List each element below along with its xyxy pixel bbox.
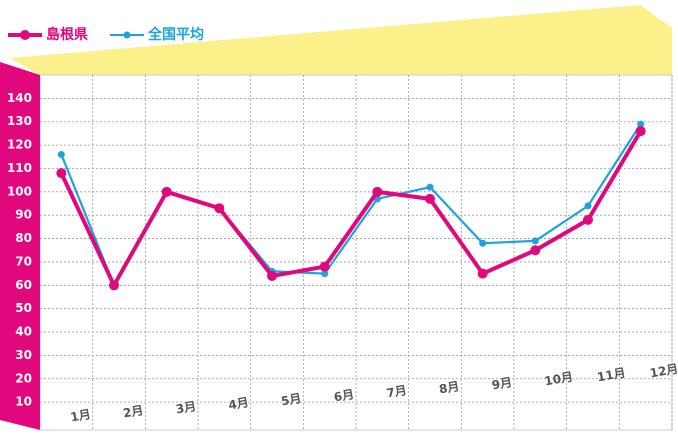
data-point: [319, 261, 330, 272]
legend-label: 島根県: [46, 26, 88, 43]
y-tick-label: 20: [15, 371, 32, 385]
x-tick-label: 1月: [69, 407, 91, 424]
x-tick-label: 4月: [227, 395, 249, 412]
x-tick-label: 6月: [333, 387, 355, 404]
x-tick-label: 10月: [543, 370, 574, 389]
y-tick-label: 10: [15, 395, 32, 409]
data-point: [530, 245, 541, 256]
data-point: [584, 202, 592, 210]
y-tick-label: 60: [15, 278, 32, 292]
data-point: [479, 239, 487, 247]
x-tick-label: 5月: [280, 391, 302, 408]
x-tick-label: 8月: [438, 379, 460, 396]
data-point: [583, 214, 593, 225]
y-axis-bar: [0, 62, 40, 430]
data-point: [635, 126, 646, 137]
y-tick-label: 110: [7, 161, 32, 175]
x-tick-label: 3月: [175, 399, 197, 416]
y-tick-label: 140: [7, 91, 32, 105]
series-line: [59, 130, 643, 288]
data-point: [57, 150, 65, 158]
y-tick-label: 40: [15, 325, 32, 339]
data-point: [321, 270, 329, 278]
data-point: [477, 268, 488, 279]
legend-label: 全国平均: [147, 26, 204, 43]
data-point: [426, 183, 434, 191]
legend-dot: [20, 30, 30, 40]
y-tick-label: 30: [15, 348, 32, 362]
x-tick-label: 9月: [491, 375, 513, 392]
y-tick-label: 120: [7, 138, 32, 152]
x-tick-label: 11月: [596, 366, 627, 385]
y-tick-label: 50: [15, 301, 32, 315]
y-tick-label: 70: [15, 254, 32, 268]
data-point: [56, 168, 67, 179]
data-point: [425, 193, 435, 204]
y-tick-label: 90: [15, 208, 32, 222]
y-tick-label: 80: [15, 231, 32, 245]
legend: 島根県 全国平均: [8, 26, 204, 43]
y-tick-label: 130: [7, 114, 32, 128]
data-point: [109, 280, 119, 291]
y-tick-label: 100: [7, 184, 32, 198]
data-point: [372, 186, 383, 197]
x-tick-label: 7月: [385, 383, 407, 400]
data-point: [531, 237, 539, 245]
top-band: [10, 5, 672, 75]
x-tick-label: 2月: [122, 403, 144, 420]
data-point: [161, 186, 172, 197]
x-tick-label: 12月: [649, 362, 678, 381]
data-point: [267, 270, 277, 281]
data-point: [637, 120, 645, 128]
legend-dot: [123, 31, 131, 39]
data-point: [214, 203, 225, 214]
